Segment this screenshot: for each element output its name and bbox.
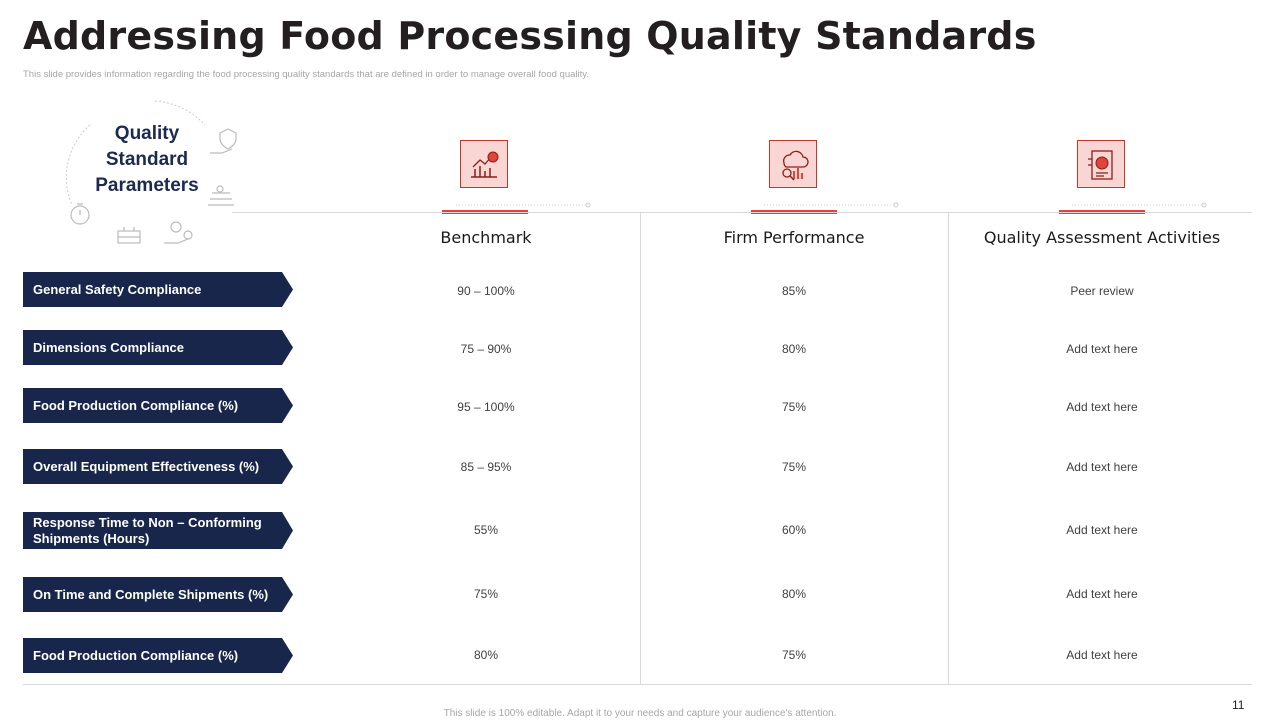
cell-firm-performance: 75% xyxy=(781,400,807,414)
gears-hand-icon xyxy=(164,221,193,244)
page-title: Addressing Food Processing Quality Stand… xyxy=(23,14,1037,58)
food-tray-icon xyxy=(208,185,234,206)
cell-benchmark: 55% xyxy=(473,523,499,537)
cell-benchmark: 95 – 100% xyxy=(457,400,515,414)
cake-icon xyxy=(117,227,141,244)
column-header-quality-assessment xyxy=(948,140,1256,220)
quality-seal-document-icon xyxy=(1077,140,1125,188)
column-label-quality-assessment: Quality Assessment Activities xyxy=(983,228,1221,247)
row-label: Food Production Compliance (%) xyxy=(23,638,293,673)
cell-quality-assessment: Add text here xyxy=(1066,648,1138,662)
row-label: Dimensions Compliance xyxy=(23,330,293,365)
column-divider xyxy=(948,212,949,685)
page-number: 11 xyxy=(1232,698,1245,712)
cell-quality-assessment: Add text here xyxy=(1066,523,1138,537)
quality-parameters-circle: Quality Standard Parameters xyxy=(60,95,250,260)
stopwatch-icon xyxy=(70,203,90,225)
page-subtitle: This slide provides information regardin… xyxy=(23,69,589,80)
analytics-search-icon xyxy=(460,140,508,188)
row-label: Food Production Compliance (%) xyxy=(23,388,293,423)
row-label: On Time and Complete Shipments (%) xyxy=(23,577,293,612)
column-header-firm-performance xyxy=(640,140,948,220)
cell-benchmark: 80% xyxy=(473,648,499,662)
cell-quality-assessment: Add text here xyxy=(1066,342,1138,356)
cell-firm-performance: 85% xyxy=(781,284,807,298)
cell-quality-assessment: Add text here xyxy=(1066,460,1138,474)
cell-benchmark: 90 – 100% xyxy=(457,284,515,298)
table-bottom-divider xyxy=(23,684,1252,685)
cell-firm-performance: 80% xyxy=(781,587,807,601)
column-label-firm-performance: Firm Performance xyxy=(723,228,865,247)
cell-firm-performance: 75% xyxy=(781,648,807,662)
row-label: Overall Equipment Effectiveness (%) xyxy=(23,449,293,484)
shield-hand-icon xyxy=(210,128,237,154)
column-label-benchmark: Benchmark xyxy=(440,228,532,247)
cell-firm-performance: 80% xyxy=(781,342,807,356)
cell-firm-performance: 60% xyxy=(781,523,807,537)
cloud-chart-search-icon xyxy=(769,140,817,188)
cell-benchmark: 85 – 95% xyxy=(460,460,512,474)
column-header-benchmark xyxy=(332,140,640,220)
row-label: Response Time to Non – Conforming Shipme… xyxy=(23,512,293,549)
decorative-arrow-line xyxy=(456,202,591,208)
footer-note: This slide is 100% editable. Adapt it to… xyxy=(443,708,837,719)
row-label: General Safety Compliance xyxy=(23,272,293,307)
cell-firm-performance: 75% xyxy=(781,460,807,474)
circle-title: Quality Standard Parameters xyxy=(95,123,199,196)
cell-benchmark: 75% xyxy=(473,587,499,601)
cell-quality-assessment: Add text here xyxy=(1066,400,1138,414)
header-divider xyxy=(232,212,1252,213)
decorative-arrow-line xyxy=(764,202,899,208)
decorative-arrow-line xyxy=(1072,202,1207,208)
cell-benchmark: 75 – 90% xyxy=(460,342,512,356)
dotted-circle-decoration xyxy=(65,100,237,244)
cell-quality-assessment: Peer review xyxy=(1070,284,1134,298)
cell-quality-assessment: Add text here xyxy=(1066,587,1138,601)
column-divider xyxy=(640,212,641,685)
